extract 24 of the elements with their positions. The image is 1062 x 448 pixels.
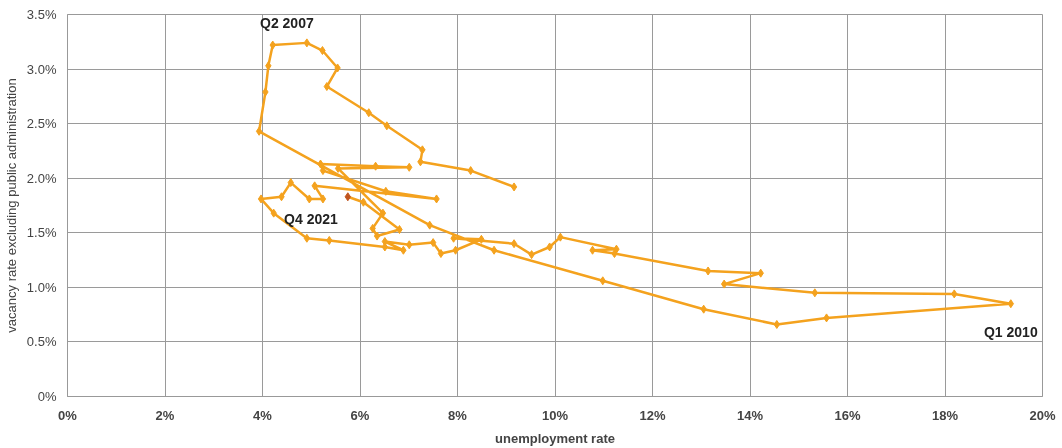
y-tick-label: 2.0% [26,170,57,186]
y-tick-label: 1.0% [26,279,57,295]
x-axis-title: unemployment rate [495,430,615,446]
x-tick-label: 2% [155,407,175,423]
x-tick-label: 14% [736,407,764,423]
x-tick-label: 4% [253,407,273,423]
x-tick-label: 16% [834,407,861,423]
y-tick-label: 0.5% [26,334,57,350]
y-tick-label: 3.0% [26,61,57,77]
y-axis-title: vacancy rate excluding public administration [3,78,19,333]
x-tick-label: 20% [1029,407,1056,423]
x-tick-label: 12% [639,407,666,423]
x-tick-label: 6% [350,407,370,423]
annotation: Q4 2021 [284,210,339,227]
y-tick-label: 0% [37,389,57,404]
annotation: Q2 2007 [260,14,314,31]
x-tick-label: 8% [448,407,468,423]
x-tick-label: 10% [541,407,569,423]
y-tick-label: 3.5% [26,7,57,22]
x-tick-label: 0% [58,407,78,423]
x-tick-label: 18% [931,407,959,423]
annotation: Q1 2010 [983,323,1038,340]
y-tick-label: 2.5% [26,116,57,132]
y-tick-label: 1.5% [26,225,57,241]
